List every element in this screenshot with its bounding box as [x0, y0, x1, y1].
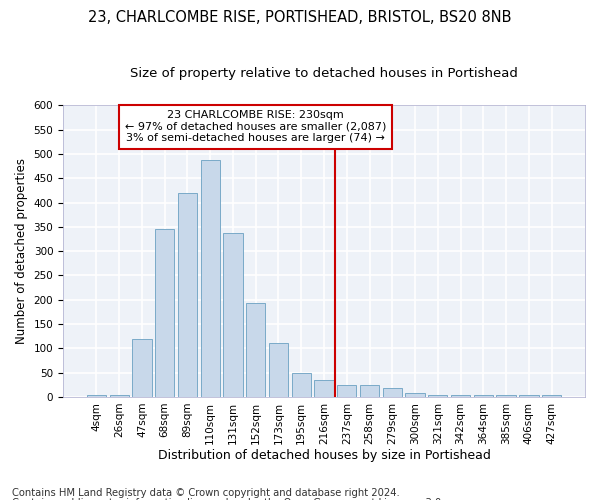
- Bar: [269, 342, 288, 397]
- Text: 23, CHARLCOMBE RISE, PORTISHEAD, BRISTOL, BS20 8NB: 23, CHARLCOMBE RISE, PORTISHEAD, BRISTOL…: [88, 10, 512, 25]
- Title: Size of property relative to detached houses in Portishead: Size of property relative to detached ho…: [130, 68, 518, 80]
- Bar: [473, 394, 493, 397]
- Text: Contains public sector information licensed under the Open Government Licence v3: Contains public sector information licen…: [12, 498, 445, 500]
- Bar: [178, 193, 197, 397]
- Text: Contains HM Land Registry data © Crown copyright and database right 2024.: Contains HM Land Registry data © Crown c…: [12, 488, 400, 498]
- Bar: [155, 229, 175, 397]
- Bar: [451, 396, 470, 397]
- Bar: [87, 394, 106, 397]
- Bar: [110, 394, 129, 397]
- Bar: [223, 232, 242, 397]
- Bar: [246, 302, 265, 397]
- Text: 23 CHARLCOMBE RISE: 230sqm
← 97% of detached houses are smaller (2,087)
3% of se: 23 CHARLCOMBE RISE: 230sqm ← 97% of deta…: [125, 110, 386, 144]
- Bar: [132, 338, 152, 397]
- Bar: [542, 394, 561, 397]
- Bar: [406, 393, 425, 397]
- Bar: [200, 160, 220, 397]
- Bar: [337, 385, 356, 397]
- Bar: [383, 388, 402, 397]
- Bar: [314, 380, 334, 397]
- Bar: [496, 396, 516, 397]
- Y-axis label: Number of detached properties: Number of detached properties: [15, 158, 28, 344]
- X-axis label: Distribution of detached houses by size in Portishead: Distribution of detached houses by size …: [158, 450, 490, 462]
- Bar: [519, 396, 539, 397]
- Bar: [428, 396, 448, 397]
- Bar: [360, 385, 379, 397]
- Bar: [292, 372, 311, 397]
